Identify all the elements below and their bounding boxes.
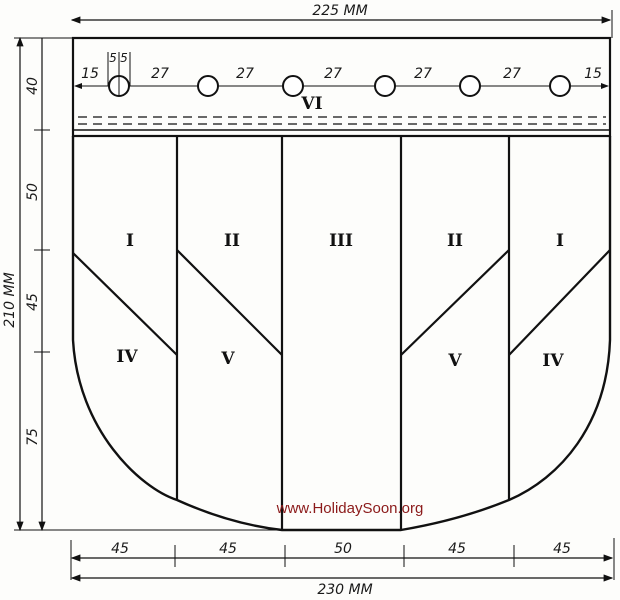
hole-spacing-label: 27	[324, 66, 342, 82]
panel-label: V	[220, 349, 235, 369]
body-outline	[71, 136, 612, 532]
hole-spacing-label: 15	[584, 66, 602, 82]
hole-circle	[459, 75, 481, 97]
left-segment-label: 45	[25, 293, 41, 311]
height-label: 210 MM	[2, 272, 18, 327]
panel-label: I	[556, 231, 564, 251]
panel-label: II	[224, 231, 240, 251]
bottom-width-label: 230 MM	[317, 582, 372, 598]
hole-circle	[282, 75, 304, 97]
top-band	[71, 36, 612, 138]
panel-label: IV	[116, 347, 138, 367]
top-width-label: 225 MM	[312, 3, 367, 19]
bottom-segment-label: 45	[553, 541, 571, 557]
hole-spacing-label: 27	[503, 66, 521, 82]
panel-diagonal	[176, 249, 283, 356]
bottom-segment-label: 45	[448, 541, 466, 557]
hole-spacing-label: 27	[151, 66, 169, 82]
panel-diagonal	[508, 249, 611, 356]
bottom-segment-label: 45	[219, 541, 237, 557]
band-label: VI	[300, 94, 322, 114]
bottom-segment-label: 50	[334, 541, 352, 557]
hole-spacing-label: 27	[414, 66, 432, 82]
hole-spacing-label: 27	[236, 66, 254, 82]
panel-label: IV	[542, 351, 564, 371]
hole-diameter-label: 5	[109, 51, 117, 65]
hole-circle	[549, 75, 571, 97]
panel-diagonal	[400, 249, 510, 356]
hole-circle	[197, 75, 219, 97]
panel-label: I	[126, 231, 134, 251]
panel-diagonal	[72, 252, 178, 356]
bottom-segment-label: 45	[111, 541, 129, 557]
panel-label: III	[329, 231, 353, 251]
hole-spacing-label: 15	[81, 66, 99, 82]
left-segment-label: 75	[25, 428, 41, 446]
hole-circle	[374, 75, 396, 97]
left-segment-label: 40	[25, 77, 41, 95]
hole-diameter-label: 5	[120, 51, 128, 65]
watermark: www.HolidaySoon.org	[276, 500, 424, 517]
panel-label: V	[447, 351, 462, 371]
left-segment-label: 50	[25, 183, 41, 201]
panel-label: II	[447, 231, 463, 251]
